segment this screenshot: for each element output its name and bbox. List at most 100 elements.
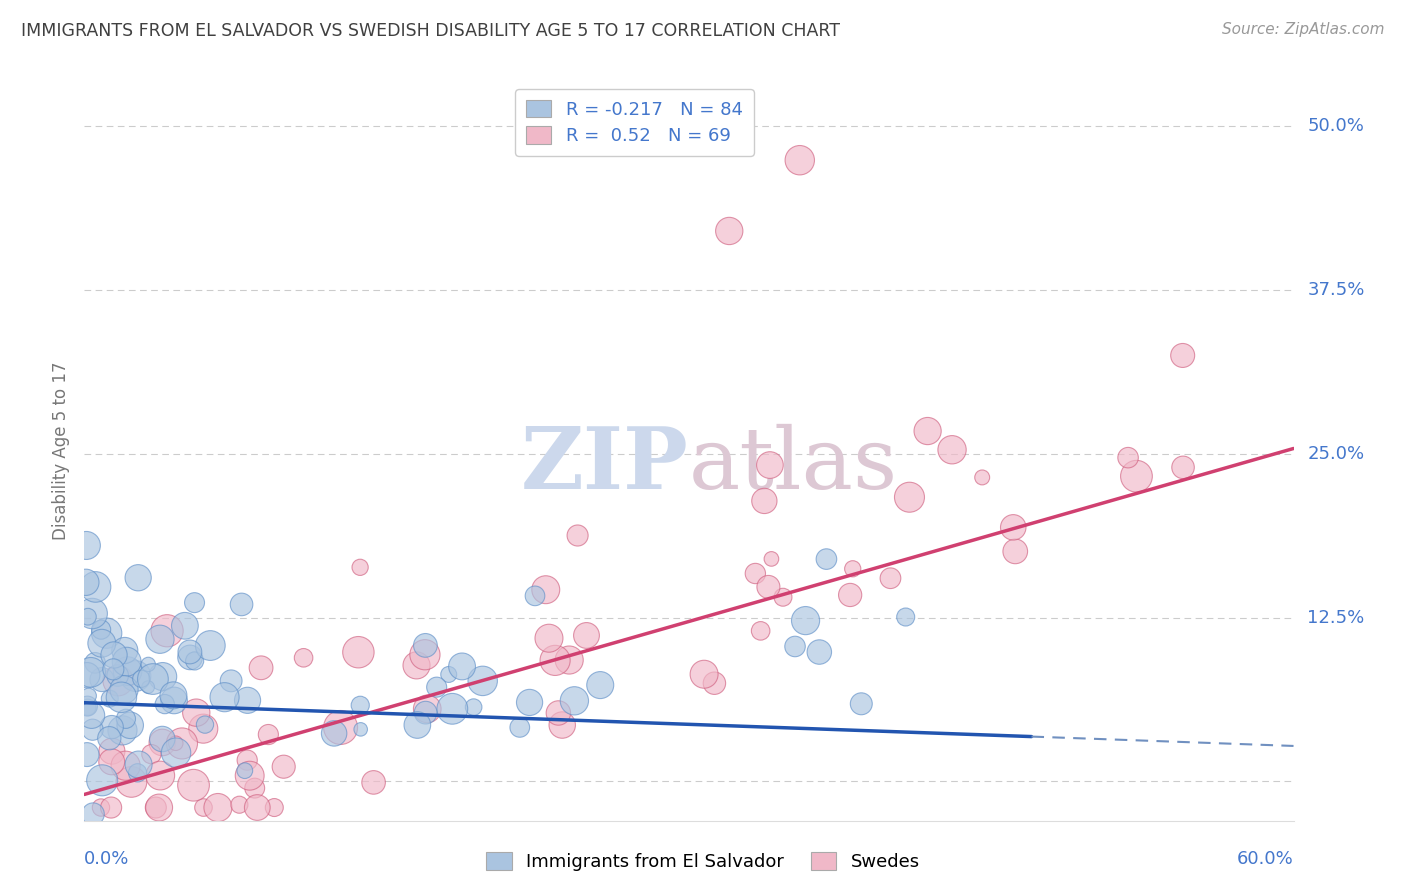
Point xyxy=(416,702,439,716)
Point xyxy=(839,588,862,602)
Point xyxy=(136,680,159,694)
Point xyxy=(174,619,197,633)
Point xyxy=(239,769,262,783)
Point xyxy=(879,571,901,585)
Point xyxy=(236,693,259,707)
Point xyxy=(451,659,474,673)
Point xyxy=(567,528,589,542)
Point xyxy=(263,800,285,814)
Point xyxy=(149,768,172,782)
Point xyxy=(148,800,170,814)
Point xyxy=(851,697,873,711)
Point xyxy=(98,691,121,706)
Point xyxy=(76,668,98,682)
Point xyxy=(141,747,163,762)
Point xyxy=(534,582,557,597)
Point xyxy=(152,669,174,683)
Point xyxy=(90,623,112,637)
Point xyxy=(82,807,104,822)
Point xyxy=(749,624,772,638)
Point xyxy=(76,699,98,714)
Point xyxy=(129,672,152,686)
Point xyxy=(200,639,222,653)
Point xyxy=(233,764,256,778)
Point xyxy=(415,706,437,720)
Point xyxy=(153,697,176,711)
Point xyxy=(76,747,98,762)
Point xyxy=(120,775,142,789)
Legend: Immigrants from El Salvador, Swedes: Immigrants from El Salvador, Swedes xyxy=(479,846,927,879)
Point xyxy=(214,690,236,705)
Point xyxy=(90,800,112,814)
Point xyxy=(257,727,280,741)
Point xyxy=(124,669,146,683)
Point xyxy=(111,723,134,738)
Point xyxy=(1171,348,1194,362)
Point xyxy=(170,736,193,750)
Point xyxy=(228,797,250,812)
Point xyxy=(841,562,863,576)
Point xyxy=(115,655,138,669)
Point xyxy=(329,721,352,735)
Point xyxy=(441,702,464,716)
Point xyxy=(82,723,104,737)
Point xyxy=(772,591,794,605)
Point xyxy=(231,598,253,612)
Point xyxy=(323,726,346,740)
Point xyxy=(194,717,217,731)
Point xyxy=(162,689,184,703)
Point xyxy=(1125,469,1147,483)
Point xyxy=(77,700,100,714)
Point xyxy=(179,650,201,665)
Point xyxy=(537,631,560,645)
Point xyxy=(236,753,259,767)
Text: 60.0%: 60.0% xyxy=(1237,850,1294,868)
Point xyxy=(77,609,100,624)
Point xyxy=(363,775,385,789)
Point xyxy=(156,624,179,638)
Point xyxy=(349,560,371,574)
Point xyxy=(165,736,187,750)
Point xyxy=(84,580,107,594)
Point xyxy=(186,706,208,720)
Point xyxy=(524,589,547,603)
Point xyxy=(250,661,273,675)
Point xyxy=(100,720,122,734)
Point xyxy=(808,645,831,659)
Point xyxy=(91,673,114,687)
Point xyxy=(917,424,939,438)
Legend: R = -0.217   N = 84, R =  0.52   N = 69: R = -0.217 N = 84, R = 0.52 N = 69 xyxy=(516,89,754,156)
Point xyxy=(114,643,136,657)
Point xyxy=(759,458,782,472)
Point xyxy=(693,667,716,681)
Point xyxy=(1004,544,1026,558)
Point xyxy=(575,628,598,642)
Point xyxy=(163,693,186,707)
Point xyxy=(100,755,122,769)
Point xyxy=(898,490,921,504)
Point xyxy=(183,778,205,792)
Point xyxy=(972,470,994,484)
Point xyxy=(758,580,780,594)
Point xyxy=(165,746,187,760)
Point xyxy=(509,720,531,734)
Point xyxy=(463,700,485,714)
Point xyxy=(794,614,817,628)
Point xyxy=(815,552,838,566)
Point xyxy=(183,654,205,668)
Point xyxy=(413,648,436,662)
Point xyxy=(547,706,569,720)
Point xyxy=(183,596,205,610)
Point xyxy=(128,757,150,772)
Point xyxy=(149,632,172,647)
Point xyxy=(150,731,173,746)
Point xyxy=(292,650,315,665)
Point xyxy=(703,676,725,690)
Point xyxy=(1116,450,1139,465)
Point xyxy=(103,662,125,676)
Point xyxy=(136,657,159,672)
Point xyxy=(107,673,129,688)
Point xyxy=(120,718,142,732)
Point xyxy=(207,800,229,814)
Point xyxy=(1002,520,1025,534)
